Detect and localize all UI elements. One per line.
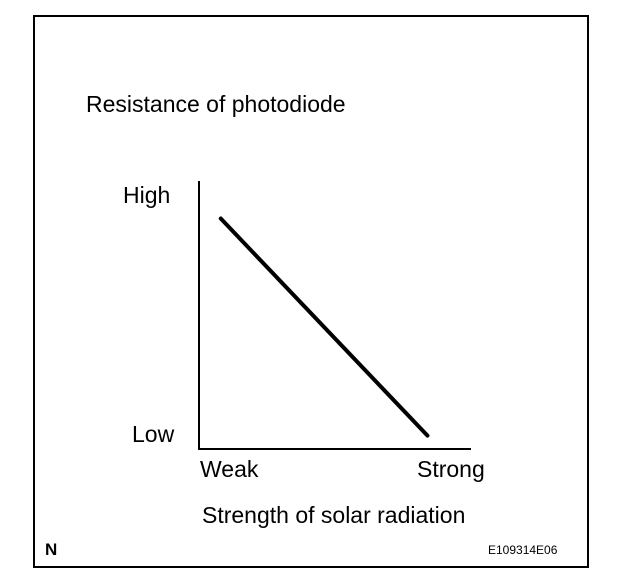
- chart-title: Resistance of photodiode: [86, 91, 346, 117]
- y-tick-label-high: High: [123, 182, 171, 208]
- x-tick-label-strong: Strong: [417, 456, 485, 482]
- corner-mark: N: [45, 540, 58, 559]
- y-tick-label-low: Low: [132, 421, 175, 447]
- figure-frame: [33, 15, 589, 568]
- series-line-0: [218, 216, 430, 438]
- series-layer: [218, 216, 430, 438]
- x-tick-label-weak: Weak: [200, 456, 259, 482]
- x-axis-title: Strength of solar radiation: [202, 502, 466, 528]
- figure-code: E109314E06: [488, 543, 558, 557]
